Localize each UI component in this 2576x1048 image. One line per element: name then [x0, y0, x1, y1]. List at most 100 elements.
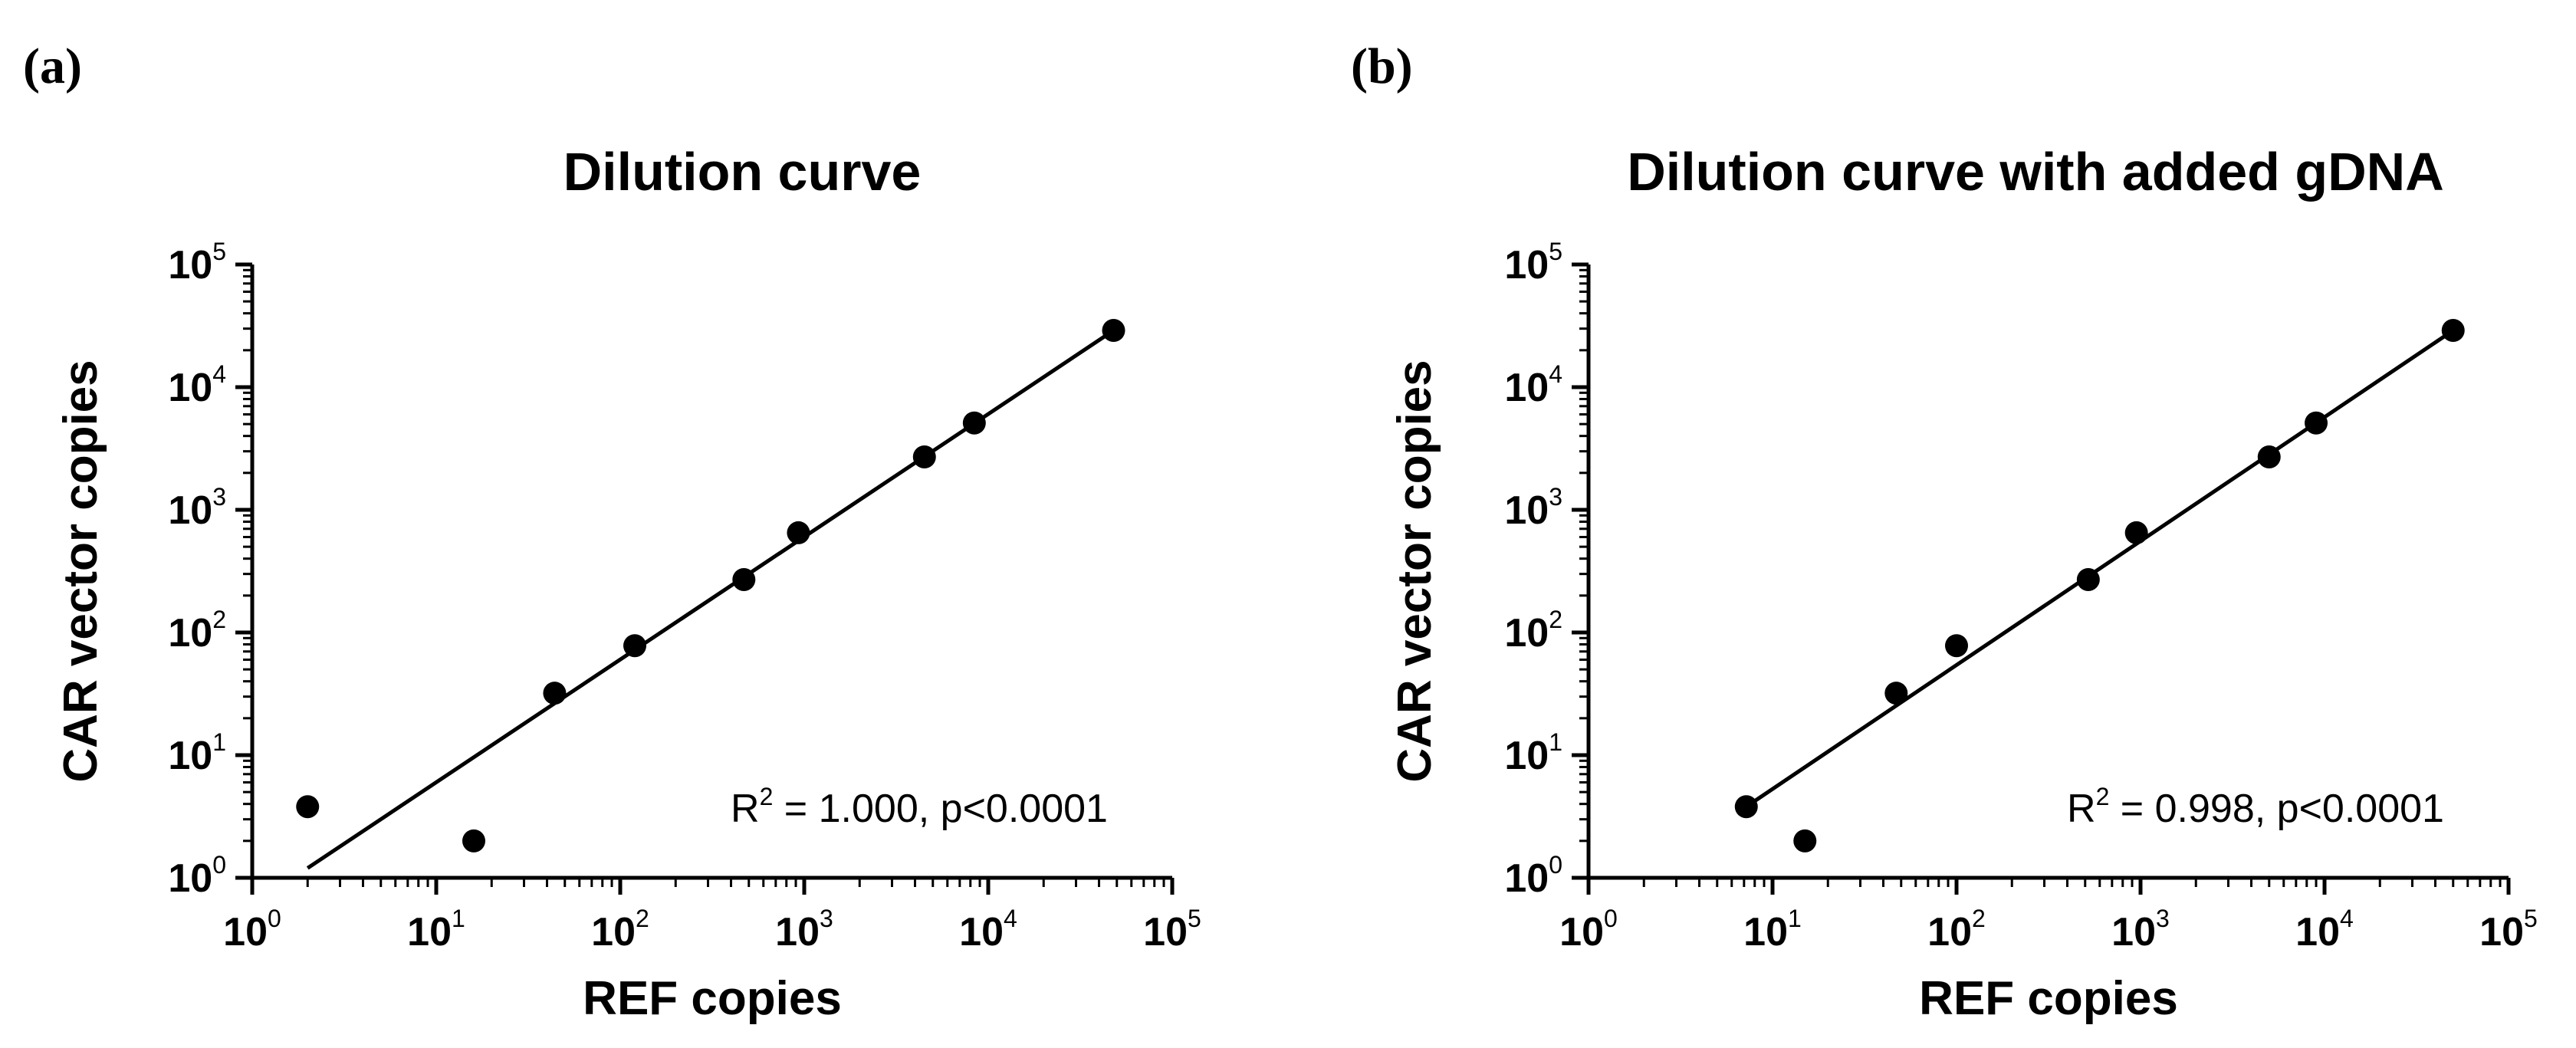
y-tick-label: 103	[168, 483, 226, 533]
x-tick-base: 10	[1559, 910, 1604, 954]
data-point	[1884, 682, 1908, 705]
y-tick-base: 10	[1504, 366, 1549, 410]
y-tick-base: 10	[1504, 243, 1549, 287]
chart-title: Dilution curve	[564, 142, 922, 202]
data-point	[1793, 829, 1817, 853]
y-tick-base: 10	[1504, 611, 1549, 655]
y-tick-base: 10	[1504, 488, 1549, 533]
y-tick-base: 10	[1504, 734, 1549, 778]
y-tick-label: 100	[168, 851, 226, 901]
x-tick-label: 101	[407, 905, 465, 954]
panel-label: (b)	[1351, 38, 1413, 94]
y-tick-exponent: 0	[1549, 851, 1562, 879]
data-point	[2305, 411, 2328, 435]
y-tick-exponent: 1	[1549, 728, 1562, 756]
y-tick-label: 105	[168, 238, 226, 287]
x-tick-exponent: 3	[2156, 905, 2170, 932]
x-tick-exponent: 2	[636, 905, 649, 932]
y-tick-label: 105	[1504, 238, 1562, 287]
annotation-text: = 1.000, p<0.0001	[773, 787, 1108, 831]
y-tick-exponent: 2	[1549, 606, 1562, 633]
x-tick-base: 10	[1927, 910, 1972, 954]
x-tick-label: 105	[1143, 905, 1201, 954]
x-tick-base: 10	[1143, 910, 1188, 954]
data-point	[2257, 445, 2281, 468]
y-tick-exponent: 5	[1549, 238, 1562, 265]
y-tick-label: 101	[1504, 728, 1562, 778]
x-tick-label: 100	[223, 905, 281, 954]
x-tick-label: 103	[775, 905, 833, 954]
y-axis-label: CAR vector copies	[1388, 360, 1441, 782]
x-tick-base: 10	[1743, 910, 1788, 954]
y-axis-label: CAR vector copies	[54, 360, 107, 782]
x-tick-base: 10	[2111, 910, 2156, 954]
x-tick-label: 102	[1927, 905, 1986, 954]
data-point	[732, 567, 756, 591]
x-tick-label: 104	[959, 905, 1017, 954]
annotation-superscript: 2	[2096, 783, 2110, 810]
data-point	[1945, 634, 1968, 658]
data-point	[296, 795, 320, 819]
x-tick-exponent: 5	[1188, 905, 1201, 932]
y-tick-base: 10	[168, 856, 212, 901]
x-tick-label: 100	[1559, 905, 1618, 954]
x-tick-exponent: 4	[1004, 905, 1017, 932]
y-tick-exponent: 0	[212, 851, 226, 879]
x-tick-base: 10	[223, 910, 268, 954]
data-point	[2441, 319, 2465, 343]
data-point	[1102, 319, 1125, 343]
y-tick-exponent: 1	[212, 728, 226, 756]
y-tick-base: 10	[168, 366, 212, 410]
x-tick-exponent: 2	[1972, 905, 1986, 932]
y-tick-base: 10	[168, 734, 212, 778]
x-tick-exponent: 1	[452, 905, 465, 932]
x-tick-label: 104	[2295, 905, 2354, 954]
r-squared-annotation: R2 = 1.000, p<0.0001	[731, 783, 1108, 831]
regression-line	[1745, 328, 2455, 809]
y-tick-base: 10	[168, 243, 212, 287]
y-tick-exponent: 4	[212, 360, 226, 388]
annotation-superscript: 2	[760, 783, 774, 810]
x-tick-label: 105	[2479, 905, 2538, 954]
y-tick-label: 103	[1504, 483, 1562, 533]
y-tick-label: 102	[168, 606, 226, 655]
y-tick-base: 10	[168, 488, 212, 533]
x-axis-label: REF copies	[1919, 972, 2178, 1025]
data-point	[623, 634, 647, 658]
x-tick-exponent: 1	[1788, 905, 1802, 932]
y-tick-exponent: 3	[1549, 483, 1562, 511]
x-tick-label: 103	[2111, 905, 2170, 954]
data-point	[1734, 795, 1758, 819]
data-point	[962, 411, 986, 435]
y-tick-exponent: 2	[212, 606, 226, 633]
y-tick-exponent: 5	[212, 238, 226, 265]
annotation-text: = 0.998, p<0.0001	[2109, 787, 2444, 831]
y-tick-label: 102	[1504, 606, 1562, 655]
data-point	[787, 521, 810, 544]
y-tick-label: 104	[1504, 360, 1562, 410]
x-tick-label: 101	[1743, 905, 1802, 954]
data-point	[543, 682, 567, 705]
x-tick-exponent: 0	[1604, 905, 1618, 932]
x-tick-base: 10	[407, 910, 452, 954]
x-tick-exponent: 0	[268, 905, 281, 932]
y-tick-exponent: 4	[1549, 360, 1562, 388]
x-tick-base: 10	[959, 910, 1004, 954]
x-axis-label: REF copies	[583, 972, 842, 1025]
y-tick-label: 104	[168, 360, 226, 410]
y-tick-base: 10	[168, 611, 212, 655]
x-tick-base: 10	[2479, 910, 2524, 954]
x-tick-base: 10	[775, 910, 820, 954]
panel-label: (a)	[23, 38, 82, 94]
r-squared-annotation: R2 = 0.998, p<0.0001	[2067, 783, 2444, 831]
chart-title: Dilution curve with added gDNA	[1627, 142, 2444, 202]
data-point	[462, 829, 485, 853]
x-tick-exponent: 3	[820, 905, 833, 932]
x-tick-label: 102	[591, 905, 649, 954]
y-tick-label: 100	[1504, 851, 1562, 901]
x-tick-exponent: 4	[2340, 905, 2354, 932]
annotation-prefix: R	[731, 787, 760, 831]
